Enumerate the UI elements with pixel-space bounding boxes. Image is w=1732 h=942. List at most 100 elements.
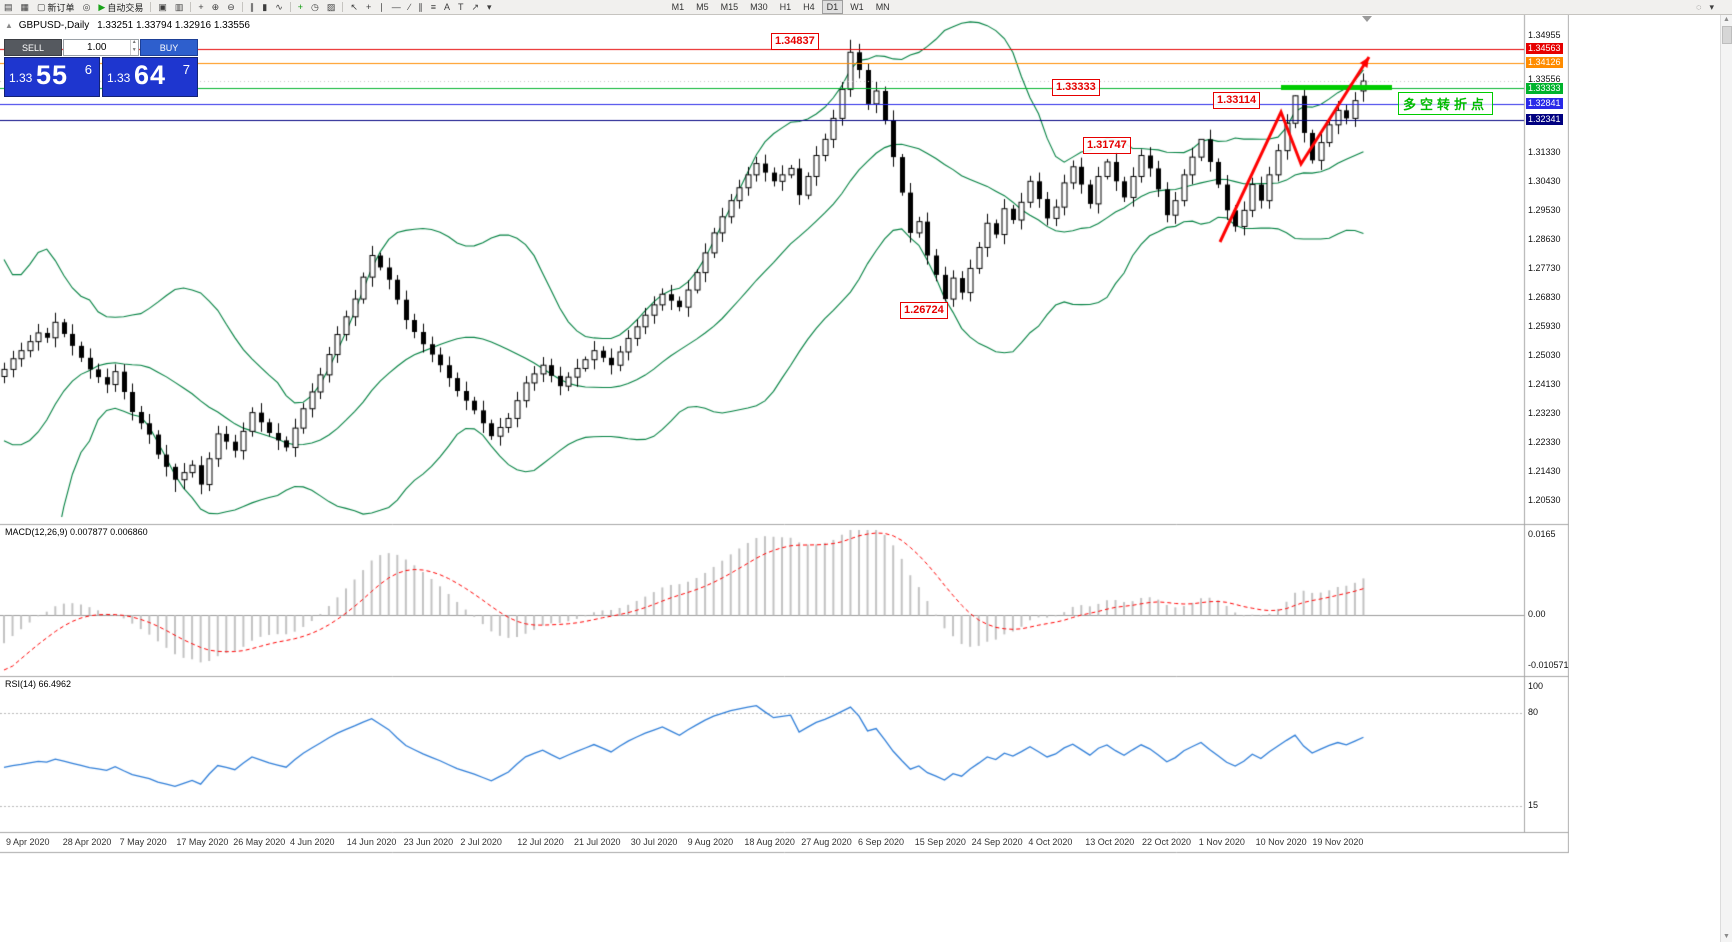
sell-price-tile[interactable]: 1.33 55 6 [4, 57, 100, 97]
volume-up-icon[interactable]: ▲ [131, 39, 137, 45]
cursor-tool-button[interactable]: ↖ [347, 1, 361, 14]
price-axis[interactable]: 1.34955 1.34563 1.34126 1.33556 1.33333 1.328… [1525, 14, 1569, 852]
axis-label-1_28630: 1.28630 [1528, 234, 1561, 244]
one-click-trading-panel: SELL ▲ ▼ BUY 1.33 55 6 1.33 64 7 [4, 39, 198, 97]
axis-label-1_34126: 1.34126 [1526, 57, 1563, 68]
axis-label-1_24130: 1.24130 [1528, 379, 1561, 389]
new-order-button[interactable]: ▢ 新订单 [34, 1, 78, 14]
arrows-tool-button[interactable]: ↗ [469, 1, 483, 14]
timeframe-h1[interactable]: H1 [779, 2, 792, 12]
turning-point-note[interactable]: 多空转折点 [1398, 92, 1494, 115]
axis-label-1_21430: 1.21430 [1528, 466, 1561, 476]
top-toolbar: ▤ ▦ ▢ 新订单 ◎ ▶ 自动交易 ▣ ▥ + ⊕ ⊖ ∥ ▮ ∿ + ◷ ▨ ↖ + ∣ — ∕ ∥ ≡ A T ↗ ▾ M1 M5 M1… [0, 0, 1732, 15]
new-order-icon: ▢ [37, 2, 46, 12]
axis-label-1_27730: 1.27730 [1528, 263, 1561, 273]
line-chart-type-button[interactable]: ∿ [272, 1, 286, 14]
sell-button[interactable]: SELL [4, 39, 62, 56]
chart-shift-marker-icon[interactable] [1362, 16, 1372, 22]
time-axis[interactable]: 9 Apr 2020 28 Apr 2020 7 May 2020 17 May 20… [0, 832, 1569, 852]
scrollbar-thumb[interactable] [1722, 26, 1732, 44]
autotrading-button[interactable]: ▶ 自动交易 [95, 1, 146, 14]
date-label: 6 Sep 2020 [858, 837, 905, 847]
zoom-in-button[interactable]: ⊕ [209, 1, 223, 14]
horizontal-line-tool-button[interactable]: — [389, 1, 404, 14]
volume-down-icon[interactable]: ▼ [131, 46, 137, 53]
axis-label-80: 80 [1528, 707, 1539, 717]
timeframe-m1[interactable]: M1 [671, 2, 685, 12]
crosshair-button[interactable]: + [195, 1, 206, 14]
zoom-out-button[interactable]: ⊖ [224, 1, 238, 14]
chart-compass-icon: ◎ [82, 2, 91, 12]
templates-button[interactable]: ▨ [324, 1, 339, 14]
buy-button[interactable]: BUY [140, 39, 198, 56]
date-label: 1 Nov 2020 [1198, 837, 1245, 847]
toolbar-right-group: ◌ ▾ [1692, 1, 1718, 14]
volume-input[interactable] [64, 40, 130, 55]
price-callout[interactable]: 1.26724 [900, 302, 948, 319]
timeframe-mn[interactable]: MN [875, 2, 890, 12]
market-watch-button[interactable]: ▣ [155, 1, 170, 14]
cursor-tool-icon: ↖ [350, 2, 358, 12]
axis-label-15: 15 [1528, 800, 1539, 810]
date-label: 17 May 2020 [176, 837, 229, 847]
text-label-tool-icon: T [458, 2, 464, 12]
price-callout[interactable]: 1.33333 [1052, 79, 1100, 96]
trendline-tool-icon: ∕ [408, 2, 411, 12]
text-label-tool-button[interactable]: T [455, 1, 467, 14]
date-label: 12 Jul 2020 [517, 837, 564, 847]
timeframe-h4[interactable]: H4 [803, 2, 815, 12]
timeframe-m30[interactable]: M30 [750, 2, 768, 12]
periods-button[interactable]: ◷ [308, 1, 322, 14]
one-click-toggle-icon[interactable]: ▲ [5, 21, 13, 30]
crosshair-tool-button[interactable]: + [363, 1, 374, 14]
axis-label-1_33333: 1.33333 [1526, 83, 1563, 94]
date-label: 4 Oct 2020 [1028, 837, 1073, 847]
scroll-down-icon[interactable]: ▼ [1723, 933, 1730, 940]
timeframe-w1[interactable]: W1 [850, 2, 864, 12]
chart-compass-button[interactable]: ◎ [80, 1, 94, 14]
vertical-line-tool-button[interactable]: ∣ [376, 1, 387, 14]
buy-price-big: 64 [134, 60, 167, 90]
axis-label-1_31330: 1.31330 [1528, 147, 1561, 157]
arrows-dropdown-button[interactable]: ▾ [484, 1, 495, 14]
axis-label-1_22330: 1.22330 [1528, 437, 1561, 447]
volume-field: ▲ ▼ [63, 39, 139, 56]
date-label: 10 Nov 2020 [1255, 837, 1307, 847]
axis-label-0_00: 0.00 [1528, 609, 1546, 619]
text-tool-button[interactable]: A [441, 1, 453, 14]
chart-canvas[interactable] [0, 0, 1570, 860]
search-button[interactable]: ◌ [1693, 1, 1704, 14]
fibonacci-tool-button[interactable]: ≡ [428, 1, 439, 14]
candlestick-type-icon: ▮ [262, 2, 268, 12]
axis-label-0_0165: 0.0165 [1528, 529, 1556, 539]
arrows-tool-icon: ↗ [471, 2, 480, 12]
timeframe-m15[interactable]: M15 [720, 2, 739, 12]
toolbar-separator [190, 2, 192, 12]
channel-tool-button[interactable]: ∥ [415, 1, 426, 14]
line-chart-type-icon: ∿ [275, 2, 283, 12]
timeframe-m5[interactable]: M5 [696, 2, 709, 12]
price-callout[interactable]: 1.33114 [1213, 92, 1261, 109]
toolbar-separator [241, 2, 243, 12]
data-window-button[interactable]: ▥ [172, 1, 187, 14]
timeframe-d1[interactable]: D1 [821, 0, 844, 14]
new-chart-button[interactable]: ▤ [1, 1, 16, 14]
date-label: 13 Oct 2020 [1085, 837, 1135, 847]
bar-chart-type-button[interactable]: ∥ [247, 1, 258, 14]
price-callout[interactable]: 1.34837 [771, 33, 819, 50]
date-label: 23 Jun 2020 [403, 837, 454, 847]
data-window-icon: ▥ [174, 2, 184, 12]
chart-profiles-button[interactable]: ▦ [18, 1, 33, 14]
trendline-tool-button[interactable]: ∕ [406, 1, 414, 14]
date-label: 28 Apr 2020 [62, 837, 112, 847]
window-menu-button[interactable]: ▾ [1706, 1, 1717, 14]
scroll-up-icon[interactable]: ▲ [1723, 16, 1730, 23]
candlestick-type-button[interactable]: ▮ [259, 1, 270, 14]
vertical-scrollbar[interactable]: ▲ ▼ [1720, 14, 1732, 942]
indicators-add-button[interactable]: + [295, 1, 306, 14]
timeframe-group: M1 M5 M15 M30 H1 H4 D1 W1 MN [666, 0, 896, 14]
price-callout[interactable]: 1.31747 [1083, 137, 1131, 154]
buy-price-tile[interactable]: 1.33 64 7 [102, 57, 198, 97]
date-label: 26 May 2020 [233, 837, 286, 847]
